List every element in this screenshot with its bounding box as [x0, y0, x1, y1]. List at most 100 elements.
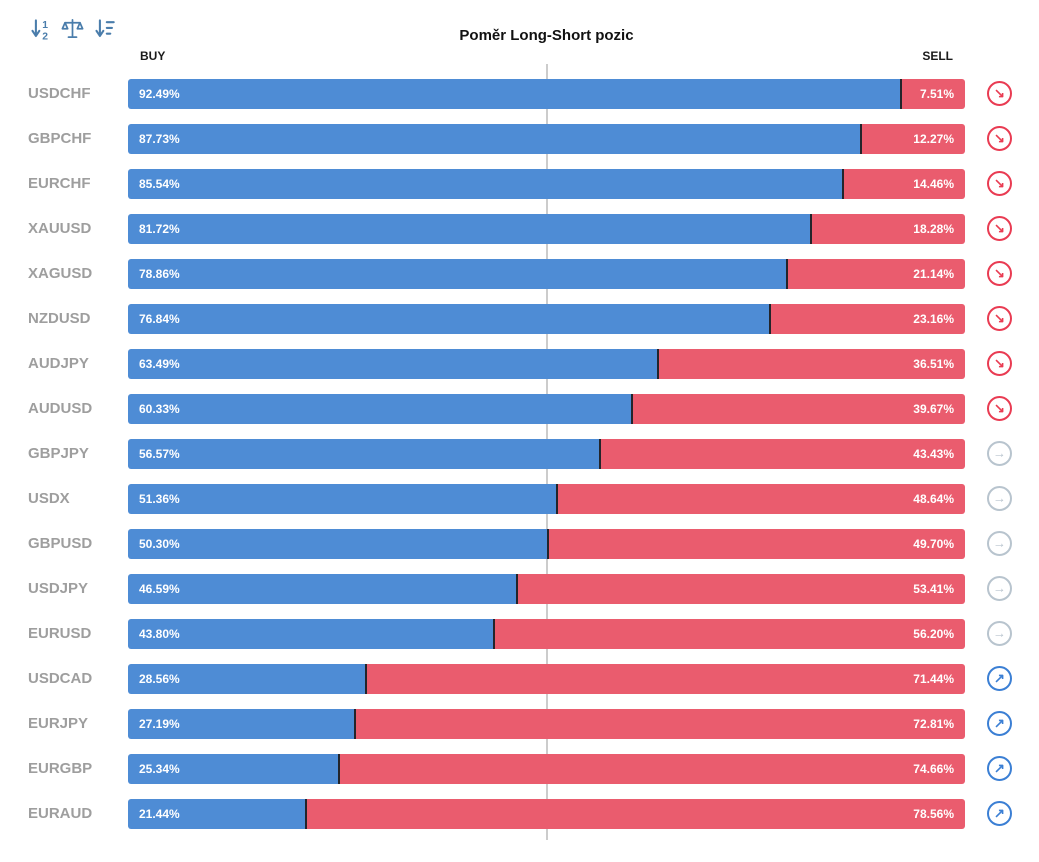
ratio-bar: 28.56% 71.44%	[128, 663, 965, 694]
signal-down-icon[interactable]: ↘	[987, 81, 1012, 106]
buy-bar-segment: 87.73%	[128, 123, 863, 154]
buy-bar-segment: 63.49%	[128, 348, 660, 379]
pair-row: EURCHF 85.54% 14.46% ↘	[28, 161, 1012, 206]
buy-percent-label: 27.19%	[139, 716, 180, 731]
sell-percent-label: 71.44%	[913, 671, 954, 686]
sell-bar-segment: 53.41%	[517, 573, 965, 604]
buy-bar-segment: 43.80%	[128, 618, 495, 649]
buy-percent-label: 78.86%	[139, 266, 180, 281]
sell-percent-label: 56.20%	[913, 626, 954, 641]
signal-down-icon[interactable]: ↘	[987, 396, 1012, 421]
ratio-bar: 46.59% 53.41%	[128, 573, 965, 604]
buy-percent-label: 63.49%	[139, 356, 180, 371]
pair-row: USDCHF 92.49% 7.51% ↘	[28, 71, 1012, 116]
ratio-bar: 63.49% 36.51%	[128, 348, 965, 379]
pair-label: USDX	[28, 490, 70, 507]
buy-column-header: BUY	[140, 49, 166, 63]
ratio-bar: 76.84% 23.16%	[128, 303, 965, 334]
sell-bar-segment: 14.46%	[843, 168, 965, 199]
sell-percent-label: 74.66%	[913, 761, 954, 776]
signal-up-icon[interactable]: ↗	[987, 666, 1012, 691]
buy-bar-segment: 28.56%	[128, 663, 368, 694]
signal-arrow-glyph: ↗	[994, 760, 1005, 776]
sell-bar-segment: 71.44%	[367, 663, 965, 694]
sell-percent-label: 12.27%	[913, 131, 954, 146]
signal-down-icon[interactable]: ↘	[987, 261, 1012, 286]
pair-label: EURGBP	[28, 760, 93, 777]
signal-down-icon[interactable]: ↘	[987, 216, 1012, 241]
signal-arrow-glyph: →	[993, 535, 1006, 551]
pair-label: EURUSD	[28, 625, 92, 642]
pair-row: AUDJPY 63.49% 36.51% ↘	[28, 341, 1012, 386]
signal-down-icon[interactable]: ↘	[987, 171, 1012, 196]
sell-bar-segment: 56.20%	[494, 618, 965, 649]
ratio-bar: 60.33% 39.67%	[128, 393, 965, 424]
signal-arrow-glyph: ↘	[994, 85, 1005, 101]
signal-up-icon[interactable]: ↗	[987, 801, 1012, 826]
sell-percent-label: 21.14%	[913, 266, 954, 281]
signal-neutral-icon[interactable]: →	[987, 486, 1012, 511]
sell-percent-label: 53.41%	[913, 581, 954, 596]
buy-bar-segment: 25.34%	[128, 753, 341, 784]
signal-neutral-icon[interactable]: →	[987, 531, 1012, 556]
buy-bar-segment: 60.33%	[128, 393, 633, 424]
signal-arrow-glyph: →	[993, 490, 1006, 506]
sell-bar-segment: 21.14%	[788, 258, 965, 289]
sell-percent-label: 48.64%	[913, 491, 954, 506]
signal-down-icon[interactable]: ↘	[987, 126, 1012, 151]
pair-label: GBPUSD	[28, 535, 93, 552]
signal-arrow-glyph: ↘	[994, 265, 1005, 281]
ratio-bar: 21.44% 78.56%	[128, 798, 965, 829]
signal-up-icon[interactable]: ↗	[987, 756, 1012, 781]
buy-percent-label: 51.36%	[139, 491, 180, 506]
signal-down-icon[interactable]: ↘	[987, 306, 1012, 331]
buy-bar-segment: 78.86%	[128, 258, 789, 289]
pair-label: EURJPY	[28, 715, 89, 732]
pair-label: USDCHF	[28, 85, 91, 102]
ratio-bar: 87.73% 12.27%	[128, 123, 965, 154]
pair-row: GBPJPY 56.57% 43.43% →	[28, 431, 1012, 476]
buy-bar-segment: 92.49%	[128, 78, 903, 109]
ratio-bar: 92.49% 7.51%	[128, 78, 965, 109]
buy-percent-label: 28.56%	[139, 671, 180, 686]
sell-percent-label: 36.51%	[913, 356, 954, 371]
signal-arrow-glyph: ↘	[994, 175, 1005, 191]
sort-numeric-icon[interactable]: 1 2	[28, 16, 52, 40]
signal-neutral-icon[interactable]: →	[987, 441, 1012, 466]
signal-arrow-glyph: ↗	[994, 670, 1005, 686]
signal-arrow-glyph: ↗	[994, 715, 1005, 731]
pair-row: USDJPY 46.59% 53.41% →	[28, 566, 1012, 611]
pair-row: EURUSD 43.80% 56.20% →	[28, 611, 1012, 656]
sell-bar-segment: 43.43%	[601, 438, 965, 469]
buy-percent-label: 43.80%	[139, 626, 180, 641]
signal-arrow-glyph: →	[993, 445, 1006, 461]
balance-scale-icon[interactable]	[60, 16, 84, 40]
signal-down-icon[interactable]: ↘	[987, 351, 1012, 376]
pair-row: USDX 51.36% 48.64% →	[28, 476, 1012, 521]
buy-percent-label: 76.84%	[139, 311, 180, 326]
buy-bar-segment: 51.36%	[128, 483, 558, 514]
sell-percent-label: 23.16%	[913, 311, 954, 326]
buy-percent-label: 46.59%	[139, 581, 180, 596]
sell-bar-segment: 49.70%	[549, 528, 965, 559]
ratio-bar: 27.19% 72.81%	[128, 708, 965, 739]
ratio-bar: 81.72% 18.28%	[128, 213, 965, 244]
signal-arrow-glyph: ↘	[994, 220, 1005, 236]
sell-percent-label: 39.67%	[913, 401, 954, 416]
signal-up-icon[interactable]: ↗	[987, 711, 1012, 736]
sort-toolbar: 1 2	[28, 16, 116, 40]
pair-row: USDCAD 28.56% 71.44% ↗	[28, 656, 1012, 701]
sell-bar-segment: 12.27%	[862, 123, 965, 154]
sell-bar-segment: 78.56%	[307, 798, 965, 829]
buy-percent-label: 92.49%	[139, 86, 180, 101]
signal-neutral-icon[interactable]: →	[987, 621, 1012, 646]
buy-bar-segment: 50.30%	[128, 528, 549, 559]
signal-neutral-icon[interactable]: →	[987, 576, 1012, 601]
signal-arrow-glyph: ↘	[994, 355, 1005, 371]
sell-percent-label: 18.28%	[913, 221, 954, 236]
sell-percent-label: 43.43%	[913, 446, 954, 461]
signal-arrow-glyph: ↘	[994, 130, 1005, 146]
ratio-bar: 51.36% 48.64%	[128, 483, 965, 514]
sort-amount-icon[interactable]	[92, 16, 116, 40]
sell-bar-segment: 39.67%	[632, 393, 965, 424]
